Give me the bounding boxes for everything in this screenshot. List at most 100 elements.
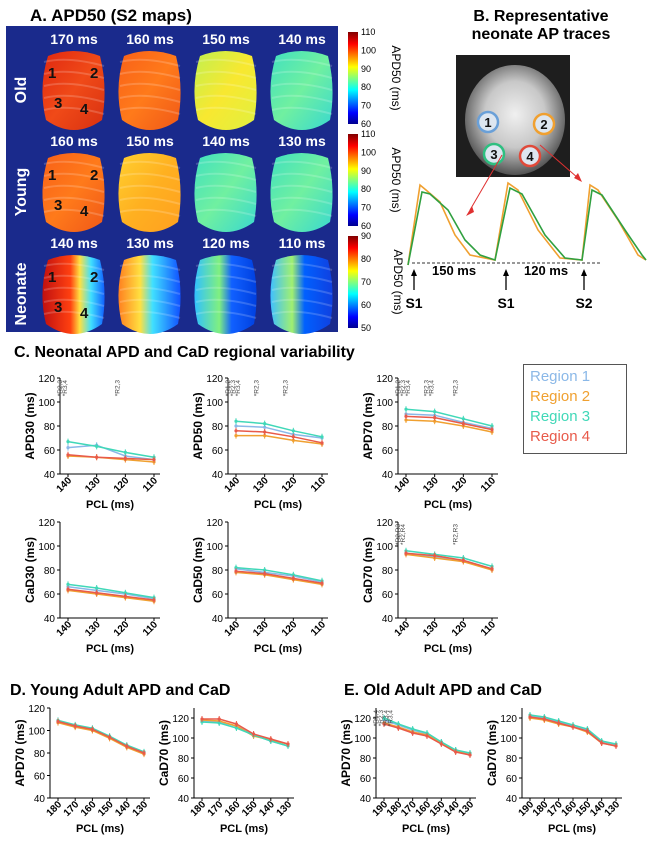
data-point bbox=[73, 723, 77, 727]
y-tick-label: 40 bbox=[178, 794, 190, 805]
y-tick-label: 60 bbox=[212, 446, 224, 457]
arrow-region3 bbox=[469, 154, 503, 211]
data-point bbox=[286, 744, 290, 748]
map-texture bbox=[195, 172, 257, 181]
series-line bbox=[67, 444, 155, 461]
data-point bbox=[123, 596, 127, 600]
y-axis-label: CaD50 (ms) bbox=[191, 537, 205, 603]
map-pcl-label: 120 ms bbox=[202, 235, 250, 251]
data-point bbox=[234, 566, 238, 570]
map-texture bbox=[119, 58, 181, 67]
arrow-region2 bbox=[539, 144, 579, 179]
series-line bbox=[235, 425, 323, 439]
y-tick-label: 100 bbox=[206, 398, 223, 409]
y-tick-label: 120 bbox=[206, 374, 223, 385]
apd-map bbox=[194, 255, 257, 334]
data-point bbox=[433, 410, 437, 414]
map-region-number: 2 bbox=[90, 167, 98, 184]
y-tick-label: 120 bbox=[38, 374, 55, 385]
x-tick-label: 180 bbox=[45, 799, 65, 819]
map-texture bbox=[271, 94, 333, 103]
data-point bbox=[152, 455, 156, 459]
x-tick-label: 140 bbox=[223, 475, 243, 495]
y-tick-label: 120 bbox=[376, 518, 393, 529]
map-texture bbox=[195, 274, 257, 283]
map-texture bbox=[195, 262, 257, 271]
y-tick-label: 80 bbox=[212, 422, 224, 433]
series-line bbox=[67, 586, 155, 600]
data-point bbox=[95, 592, 99, 596]
stim-arrow-head bbox=[581, 269, 587, 276]
data-point bbox=[200, 718, 204, 722]
x-tick-label: 110 bbox=[141, 475, 160, 494]
y-axis-label: APD70 (ms) bbox=[13, 719, 27, 786]
map-texture bbox=[195, 184, 257, 193]
x-tick-label: 110 bbox=[309, 475, 328, 494]
data-point bbox=[125, 744, 129, 748]
data-point bbox=[234, 569, 238, 573]
y-tick-label: 60 bbox=[178, 774, 190, 785]
map-texture bbox=[271, 208, 333, 217]
y-tick-label: 80 bbox=[360, 754, 372, 765]
x-axis-label: PCL (ms) bbox=[86, 499, 134, 511]
data-point bbox=[234, 724, 238, 728]
y-tick-label: 60 bbox=[506, 774, 518, 785]
y-tick-label: 40 bbox=[506, 794, 518, 805]
legend: Region 1 Region 2 Region 3 Region 4 bbox=[523, 364, 627, 454]
map-texture bbox=[43, 58, 105, 67]
map-texture bbox=[43, 160, 105, 169]
data-point bbox=[234, 724, 238, 728]
map-texture bbox=[195, 208, 257, 217]
map-texture bbox=[271, 286, 333, 295]
map-region-number: 1 bbox=[48, 65, 56, 82]
x-tick-label: 190 bbox=[517, 799, 537, 819]
data-point bbox=[263, 425, 267, 429]
series-line bbox=[529, 717, 617, 747]
data-point bbox=[382, 718, 386, 722]
data-point bbox=[528, 715, 532, 719]
data-point bbox=[95, 591, 99, 595]
y-tick-label: 60 bbox=[382, 446, 394, 457]
significance-annotation: *R1,4 bbox=[373, 710, 380, 727]
series-line bbox=[405, 552, 493, 570]
map-texture bbox=[271, 310, 333, 319]
map-texture bbox=[119, 298, 181, 307]
data-point bbox=[614, 742, 618, 746]
data-point bbox=[108, 735, 112, 739]
map-texture bbox=[271, 58, 333, 67]
data-point bbox=[461, 560, 465, 564]
data-point bbox=[291, 574, 295, 578]
map-texture bbox=[271, 196, 333, 205]
data-point bbox=[90, 727, 94, 731]
series-line bbox=[201, 719, 289, 745]
map-texture bbox=[119, 184, 181, 193]
data-point bbox=[528, 716, 532, 720]
data-point bbox=[439, 741, 443, 745]
colorbar-label: APD50 (ms) bbox=[391, 249, 405, 314]
x-tick-label: 170 bbox=[545, 799, 565, 819]
data-point bbox=[234, 424, 238, 428]
x-tick-label: 150 bbox=[96, 799, 116, 819]
panel-d-title: D. Young Adult APD and CaD bbox=[10, 682, 231, 699]
y-tick-label: 80 bbox=[506, 754, 518, 765]
data-point bbox=[382, 721, 386, 725]
series-line bbox=[235, 420, 323, 438]
data-point bbox=[269, 739, 273, 743]
x-tick-label: 150 bbox=[240, 799, 260, 819]
region-circle-label: 2 bbox=[540, 117, 547, 132]
colorbar-tick: 90 bbox=[361, 64, 371, 74]
line-chart: 40 60 80 100 120 140 130 120 110 PCL (ms) CaD50 (m… bbox=[191, 518, 328, 655]
map-texture bbox=[195, 310, 257, 319]
legend-item: Region 3 bbox=[530, 408, 591, 425]
data-point bbox=[95, 586, 99, 590]
data-point bbox=[66, 454, 70, 458]
data-point bbox=[454, 748, 458, 752]
y-tick-label: 100 bbox=[38, 398, 55, 409]
data-point bbox=[73, 724, 77, 728]
data-point bbox=[263, 568, 267, 572]
series-line bbox=[57, 720, 145, 754]
region-circle bbox=[482, 142, 506, 166]
data-point bbox=[252, 732, 256, 736]
significance-annotation: *R2,3 bbox=[254, 380, 261, 397]
data-point bbox=[200, 720, 204, 724]
